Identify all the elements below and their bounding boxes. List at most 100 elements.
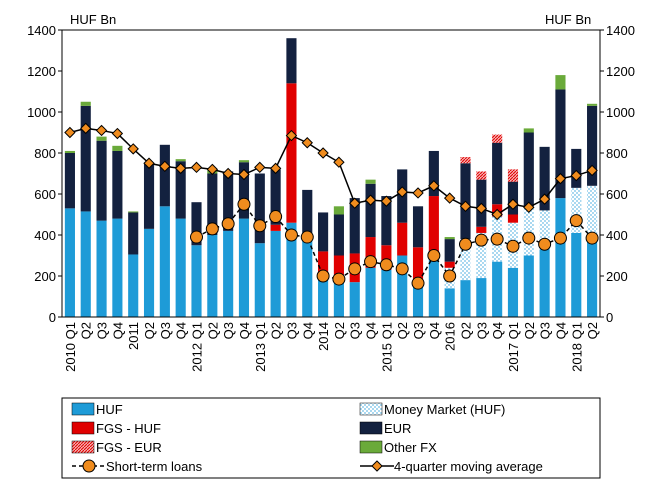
bar-segment xyxy=(159,206,170,317)
bar-segment xyxy=(539,210,550,250)
line-marker xyxy=(569,214,583,228)
bar-segment xyxy=(412,247,424,287)
x-tick-label: 2011 xyxy=(126,322,141,350)
x-tick-label: Q4 xyxy=(427,322,442,339)
x-tick-label: Q4 xyxy=(364,322,379,339)
line-marker xyxy=(238,168,250,181)
bar-segment xyxy=(412,286,424,317)
x-tick-label: 2014 xyxy=(316,322,331,351)
bar-segment xyxy=(302,237,313,317)
y2-tick-label: 1200 xyxy=(606,64,635,79)
y-tick-label: 1200 xyxy=(27,64,56,79)
bar-segment xyxy=(112,150,123,219)
line-marker xyxy=(474,233,488,247)
legend-label: Other FX xyxy=(384,440,437,455)
line-marker xyxy=(159,160,171,173)
x-tick-label: Q3 xyxy=(221,322,236,339)
x-tick-label: Q2 xyxy=(205,322,220,339)
bar-segment xyxy=(571,232,582,317)
line-marker xyxy=(379,258,393,272)
bar-segment xyxy=(492,142,503,205)
x-tick-label: 2010 Q1 xyxy=(63,322,78,372)
bar-segment xyxy=(349,282,360,317)
bar-segment xyxy=(523,128,534,133)
bar-segment xyxy=(254,173,265,244)
bar-segment xyxy=(238,162,250,219)
bar-segment xyxy=(175,218,186,317)
y-tick-label: 1400 xyxy=(27,23,56,38)
line-marker xyxy=(491,208,503,221)
line-marker xyxy=(285,129,298,142)
x-tick-label: 2012 Q1 xyxy=(190,322,205,372)
line-marker xyxy=(427,249,441,262)
bar-segment xyxy=(476,232,487,279)
y2-tick-label: 200 xyxy=(606,269,628,284)
bar-segment xyxy=(507,214,519,223)
line-marker xyxy=(300,230,314,244)
y-tick-label: 400 xyxy=(34,228,56,243)
bar-segment xyxy=(381,245,392,270)
bar-segment xyxy=(143,228,155,317)
bar-segment xyxy=(286,38,297,84)
x-tick-label: Q4 xyxy=(174,322,189,339)
bar-segment xyxy=(270,224,281,231)
bar-segment xyxy=(555,89,566,199)
bar-segment xyxy=(444,288,455,317)
line-marker xyxy=(222,167,234,180)
bar-segment xyxy=(80,101,91,106)
y-tick-label: 800 xyxy=(34,146,56,161)
bar-segment xyxy=(539,146,550,211)
bar-segment xyxy=(223,230,234,317)
line-marker xyxy=(174,162,187,175)
bar-segment xyxy=(238,218,250,317)
legend-label: FGS - EUR xyxy=(96,440,162,455)
y-tick-label: 200 xyxy=(34,269,56,284)
line-marker xyxy=(237,197,251,211)
line-marker xyxy=(269,210,283,224)
line-marker xyxy=(538,193,551,205)
bar-segment xyxy=(460,239,471,281)
line-marker xyxy=(380,195,393,207)
legend-swatch xyxy=(359,421,383,435)
line-marker xyxy=(570,169,582,182)
x-tick-label: 2016 xyxy=(443,322,458,351)
line-marker xyxy=(190,161,203,174)
legend-marker xyxy=(82,459,96,473)
bar-segment xyxy=(476,278,487,317)
x-tick-label: Q3 xyxy=(348,322,363,339)
bar-segment xyxy=(143,163,155,229)
line-marker xyxy=(143,157,155,169)
line-marker xyxy=(428,180,440,192)
x-tick-label: Q3 xyxy=(95,322,110,339)
y2-tick-label: 1400 xyxy=(606,23,635,38)
line-marker xyxy=(253,219,267,233)
bar-segment xyxy=(223,171,234,231)
bar-segment xyxy=(460,280,471,317)
x-tick-label: Q2 xyxy=(585,322,600,339)
bar-segment xyxy=(64,150,75,153)
bar-segment xyxy=(128,254,139,317)
bar-segment xyxy=(318,251,329,276)
line-marker xyxy=(348,262,362,276)
line-marker xyxy=(459,200,472,213)
bar-segment xyxy=(318,276,329,317)
bar-segment xyxy=(302,189,313,238)
bar-segment xyxy=(270,230,281,317)
bar-segment xyxy=(96,136,107,141)
y-tick-label: 1000 xyxy=(27,105,56,120)
line-marker xyxy=(205,222,219,236)
legend-label: FGS - HUF xyxy=(96,421,161,436)
bar-segment xyxy=(587,185,598,242)
bar-segment xyxy=(365,237,376,268)
legend-swatch xyxy=(71,440,95,454)
line-marker xyxy=(317,147,329,159)
bar-segment xyxy=(476,171,487,180)
x-tick-label: Q2 xyxy=(142,322,157,339)
bar-segment xyxy=(571,187,582,233)
bar-segment xyxy=(96,220,107,317)
line-marker xyxy=(586,164,598,177)
bar-segment xyxy=(523,255,534,317)
bar-segment xyxy=(365,267,376,317)
legend-label: Short-term loans xyxy=(106,459,203,474)
